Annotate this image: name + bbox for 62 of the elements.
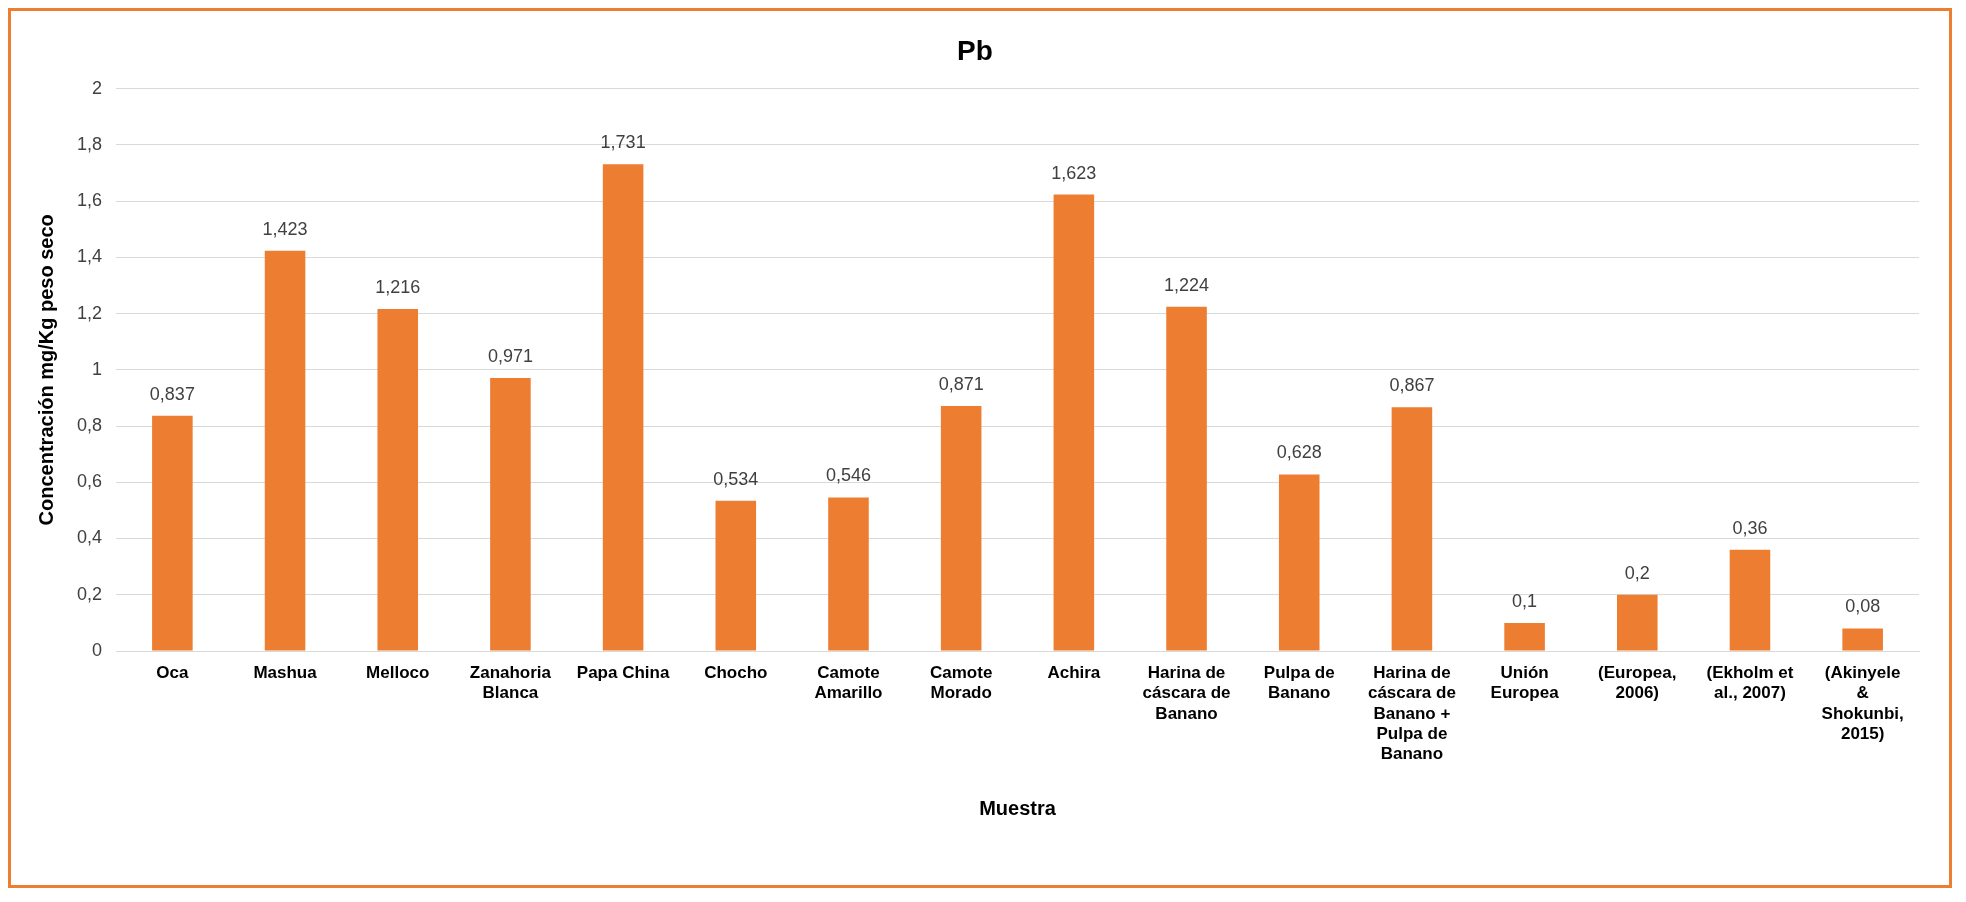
- y-tick-label: 1,2: [76, 302, 103, 323]
- data-label: 1,731: [600, 132, 646, 153]
- x-tick-label: Harina de cáscara de Banano + Pulpa de Banano: [1367, 662, 1456, 764]
- x-tick-label: Pulpa de Banano: [1263, 662, 1335, 703]
- x-tick-label: (Europea, 2006): [1598, 662, 1677, 703]
- x-tick-label: Unión Europea: [1490, 662, 1560, 703]
- data-label: 0,2: [1624, 562, 1650, 583]
- bar: [1278, 474, 1320, 651]
- data-label: 0,867: [1389, 375, 1435, 396]
- bar: [1391, 407, 1433, 651]
- x-axis-title: Muestra: [979, 796, 1057, 819]
- bar: [1166, 306, 1207, 651]
- bar: [490, 377, 531, 651]
- x-tick-label: Chocho: [704, 662, 768, 682]
- y-tick-label: 1,6: [76, 190, 103, 211]
- data-label: 1,224: [1164, 274, 1210, 295]
- bar: [1053, 194, 1095, 651]
- data-label: 0,628: [1276, 442, 1322, 463]
- data-label: 0,08: [1845, 596, 1881, 617]
- bar: [715, 500, 757, 651]
- data-label: 0,837: [149, 383, 195, 404]
- x-tick-label: Mashua: [253, 662, 318, 682]
- y-tick-label: 0,6: [76, 471, 103, 492]
- data-label: 1,423: [262, 218, 308, 239]
- x-tick-label: (Ekholm et al., 2007): [1706, 662, 1794, 703]
- bar: [152, 415, 193, 651]
- x-tick-label: Camote Morado: [929, 662, 993, 703]
- bar: [1617, 594, 1658, 651]
- y-tick-label: 0,8: [76, 415, 103, 436]
- x-tick-label: Achira: [1047, 662, 1101, 682]
- x-tick-label: Melloco: [366, 662, 430, 682]
- bar: [602, 164, 644, 651]
- data-label: 0,546: [825, 465, 872, 486]
- data-label: 1,623: [1051, 162, 1097, 183]
- data-label: 0,534: [713, 468, 759, 489]
- bar: [1504, 622, 1545, 651]
- data-label: 0,871: [938, 374, 984, 395]
- y-tick-label: 1: [92, 358, 103, 379]
- x-tick-label: Camote Amarillo: [814, 662, 883, 703]
- y-tick-label: 1,8: [76, 133, 103, 154]
- x-tick-label: Harina de cáscara de Banano: [1142, 662, 1231, 723]
- y-tick-label: 0: [92, 639, 103, 660]
- y-tick-label: 0,2: [76, 583, 103, 604]
- chart-title: Pb: [957, 34, 993, 66]
- x-tick-label: Oca: [156, 662, 189, 682]
- x-tick-label: Zanahoria Blanca: [469, 662, 552, 703]
- data-label: 0,36: [1732, 517, 1768, 538]
- y-tick-label: 1,4: [76, 246, 103, 267]
- bar: [1842, 628, 1883, 651]
- bar: [940, 406, 982, 651]
- bar: [1729, 549, 1771, 651]
- bar: [264, 250, 306, 651]
- x-tick-label: Papa China: [576, 662, 670, 682]
- data-label: 0,971: [487, 345, 533, 366]
- y-axis-title: Concentración mg/Kg peso seco: [34, 214, 57, 526]
- data-label: 1,216: [375, 277, 421, 298]
- y-tick-label: 2: [92, 77, 103, 98]
- y-tick-label: 0,4: [76, 527, 103, 548]
- bar: [828, 497, 869, 651]
- x-tick-label: (Akinyele & Shokunbi, 2015): [1821, 662, 1904, 744]
- bar: [377, 309, 419, 651]
- data-label: 0,1: [1512, 590, 1538, 611]
